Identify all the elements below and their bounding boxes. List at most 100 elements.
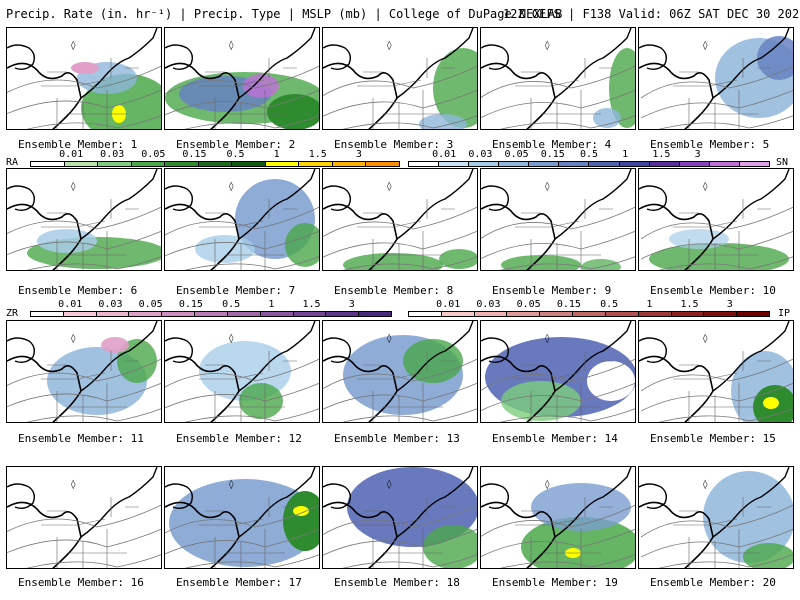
colorbar-swatch xyxy=(739,162,769,166)
colorbar-swatch xyxy=(227,312,261,316)
colorbar-tick-label: 3 xyxy=(348,299,355,310)
ensemble-member-label: Ensemble Member: 9 xyxy=(492,284,612,297)
svg-text:◊: ◊ xyxy=(703,479,708,490)
colorbar-swatch xyxy=(198,162,233,166)
colorbar-swatch xyxy=(98,162,132,166)
ensemble-map-panel: ◊ xyxy=(6,466,162,569)
ensemble-map: ◊ xyxy=(7,321,161,422)
ensemble-member-label: Ensemble Member: 1 xyxy=(18,138,138,151)
ensemble-map-panel: ◊ xyxy=(480,27,636,130)
colorbar-swatch xyxy=(559,162,590,166)
svg-text:◊: ◊ xyxy=(545,40,550,51)
ensemble-member-label: Ensemble Member: 13 xyxy=(334,432,460,445)
legend-row-rain-snow: RA 0.01 0.03 0.05 0.15 0.5 1 1.5 3 0.01 0.03 0.05… xyxy=(0,145,800,168)
ensemble-map: ◊ xyxy=(165,28,319,129)
ensemble-map-panel: ◊ xyxy=(322,27,478,130)
ensemble-map-panel: ◊ xyxy=(322,320,478,423)
colorbar-swatch xyxy=(299,162,333,166)
svg-text:◊: ◊ xyxy=(71,40,76,51)
snow-colorbar xyxy=(408,161,770,167)
colorbar-tick-label: 0.03 xyxy=(468,149,493,160)
ensemble-map-panel: ◊ xyxy=(480,320,636,423)
ensemble-member-label: Ensemble Member: 10 xyxy=(650,284,776,297)
colorbar-swatch xyxy=(441,312,475,316)
colorbar-tick-label: 0.5 xyxy=(579,149,599,160)
colorbar-swatch xyxy=(589,162,620,166)
colorbar-swatch xyxy=(31,312,64,316)
ensemble-map-panel: ◊ xyxy=(322,168,478,271)
ensemble-map: ◊ xyxy=(639,169,793,270)
ensemble-map: ◊ xyxy=(639,28,793,129)
header-bar: Precip. Rate (in. hr⁻¹) | Precip. Type |… xyxy=(0,0,800,26)
colorbar-tick-label: 0.01 xyxy=(436,299,461,310)
legend-row-zr-ip: ZR 0.01 0.03 0.05 0.15 0.5 1 1.5 3 0.01 0.03 0.05… xyxy=(0,297,800,319)
ensemble-map: ◊ xyxy=(639,467,793,568)
colorbar-tick-label: 1.5 xyxy=(308,149,327,160)
svg-text:◊: ◊ xyxy=(387,181,392,192)
colorbar-tick-label: 0.05 xyxy=(138,299,163,310)
colorbar-tick-label: 1 xyxy=(268,299,275,310)
ensemble-map-panel: ◊ xyxy=(638,168,794,271)
colorbar-tick-label: 0.05 xyxy=(504,149,529,160)
ensemble-member-label: Ensemble Member: 19 xyxy=(492,576,618,589)
colorbar-swatch xyxy=(619,162,650,166)
colorbar-swatch xyxy=(165,162,199,166)
colorbar-swatch xyxy=(129,312,163,316)
ensemble-member-label: Ensemble Member: 14 xyxy=(492,432,618,445)
colorbar-swatch xyxy=(162,312,196,316)
colorbar-tick-label: 1.5 xyxy=(302,299,321,310)
colorbar-tick-label: 0.5 xyxy=(600,299,619,310)
colorbar-swatch xyxy=(195,312,228,316)
colorbar-tick-label: 1 xyxy=(273,149,280,160)
ensemble-member-label: Ensemble Member: 18 xyxy=(334,576,460,589)
ip-colorbar xyxy=(408,311,770,317)
colorbar-tick-label: 0.5 xyxy=(226,149,245,160)
colorbar-swatch xyxy=(64,162,99,166)
svg-text:◊: ◊ xyxy=(703,333,708,344)
zr-colorbar xyxy=(30,311,392,317)
colorbar-tick-label: 0.01 xyxy=(59,149,84,160)
ensemble-map-panel: ◊ xyxy=(638,320,794,423)
svg-text:◊: ◊ xyxy=(229,479,234,490)
colorbar-tick-label: 3 xyxy=(694,149,701,160)
colorbar-swatch xyxy=(265,162,300,166)
svg-text:◊: ◊ xyxy=(545,181,550,192)
ensemble-map: ◊ xyxy=(7,467,161,568)
colorbar-swatch xyxy=(499,162,530,166)
colorbar-tick-label: 0.05 xyxy=(141,149,166,160)
ensemble-map: ◊ xyxy=(323,467,477,568)
colorbar-tick-label: 0.03 xyxy=(476,299,501,310)
ensemble-map: ◊ xyxy=(165,321,319,422)
ensemble-member-label: Ensemble Member: 8 xyxy=(334,284,454,297)
svg-text:◊: ◊ xyxy=(229,333,234,344)
colorbar-swatch xyxy=(469,162,500,166)
ip-legend-tag: IP xyxy=(778,308,791,319)
ensemble-member-label: Ensemble Member: 6 xyxy=(18,284,138,297)
svg-text:◊: ◊ xyxy=(545,333,550,344)
colorbar-tick-label: 0.15 xyxy=(182,149,207,160)
colorbar-swatch xyxy=(366,162,400,166)
colorbar-swatch xyxy=(737,312,769,316)
colorbar-swatch xyxy=(63,312,97,316)
ensemble-map: ◊ xyxy=(165,169,319,270)
colorbar-swatch xyxy=(649,162,680,166)
colorbar-swatch xyxy=(31,162,65,166)
colorbar-tick-label: 0.05 xyxy=(516,299,541,310)
ensemble-map-panel: ◊ xyxy=(164,320,320,423)
svg-text:◊: ◊ xyxy=(229,40,234,51)
ensemble-member-label: Ensemble Member: 15 xyxy=(650,432,776,445)
svg-text:◊: ◊ xyxy=(71,333,76,344)
ensemble-member-label: Ensemble Member: 20 xyxy=(650,576,776,589)
svg-text:◊: ◊ xyxy=(703,181,708,192)
ensemble-map-panel: ◊ xyxy=(638,27,794,130)
colorbar-swatch xyxy=(605,312,639,316)
colorbar-tick-label: 1.5 xyxy=(652,149,671,160)
colorbar-swatch xyxy=(409,162,440,166)
svg-text:◊: ◊ xyxy=(71,479,76,490)
ensemble-member-label: Ensemble Member: 17 xyxy=(176,576,302,589)
svg-text:◊: ◊ xyxy=(71,181,76,192)
ensemble-member-label: Ensemble Member: 7 xyxy=(176,284,296,297)
colorbar-tick-label: 3 xyxy=(355,149,362,160)
ensemble-map-panel: ◊ xyxy=(480,168,636,271)
ensemble-map-panel: ◊ xyxy=(164,168,320,271)
